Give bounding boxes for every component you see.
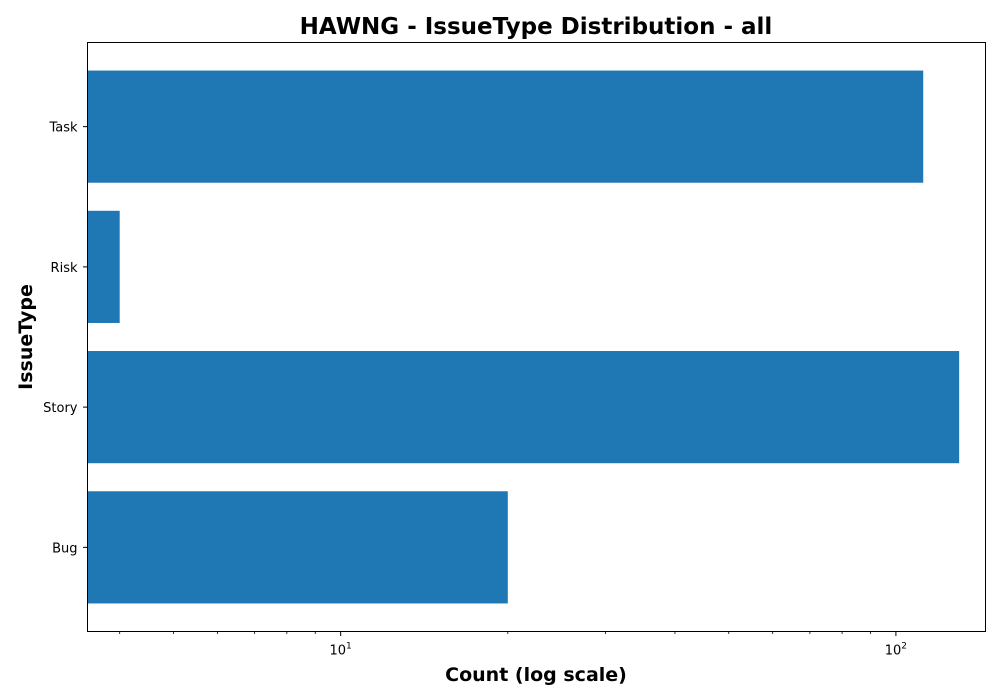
- x-tick-label: 101: [330, 642, 352, 659]
- bar-risk: [87, 210, 120, 323]
- y-tick-label-risk: Risk: [51, 261, 78, 276]
- y-tick-label-story: Story: [43, 401, 78, 416]
- y-tick-label-task: Task: [48, 121, 78, 136]
- y-axis-label: IssueType: [15, 284, 37, 390]
- plot-frame: [87, 42, 986, 632]
- x-axis-label: Count (log scale): [445, 664, 627, 686]
- x-tick-label: 102: [885, 642, 907, 659]
- chart-title: HAWNG - IssueType Distribution - all: [300, 14, 773, 40]
- y-tick-label-bug: Bug: [52, 541, 77, 556]
- plot-area: Task Risk Story Bug 101 102: [43, 70, 960, 659]
- bar-story: [87, 351, 960, 464]
- bar-task: [87, 70, 924, 183]
- bar-bug: [87, 491, 508, 604]
